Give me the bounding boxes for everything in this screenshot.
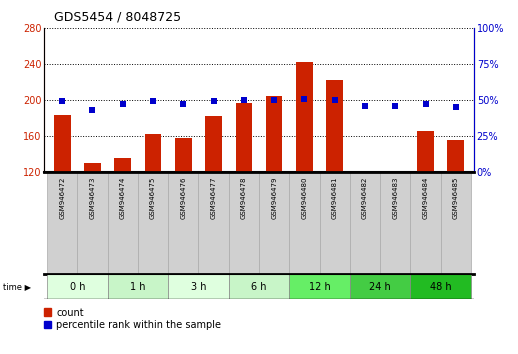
Text: GSM946475: GSM946475 <box>150 177 156 219</box>
FancyBboxPatch shape <box>441 172 471 274</box>
FancyBboxPatch shape <box>108 274 168 299</box>
Text: GSM946480: GSM946480 <box>301 177 307 219</box>
Text: GSM946481: GSM946481 <box>332 177 338 219</box>
FancyBboxPatch shape <box>229 172 259 274</box>
FancyBboxPatch shape <box>198 172 229 274</box>
Bar <box>54 115 70 172</box>
Text: GSM946478: GSM946478 <box>241 177 247 219</box>
FancyBboxPatch shape <box>380 172 410 274</box>
Text: 24 h: 24 h <box>369 282 391 292</box>
Bar <box>205 116 222 172</box>
Bar <box>357 172 373 173</box>
Bar <box>417 131 434 172</box>
FancyBboxPatch shape <box>289 274 350 299</box>
Text: GSM946485: GSM946485 <box>453 177 459 219</box>
FancyBboxPatch shape <box>47 172 77 274</box>
FancyBboxPatch shape <box>108 172 138 274</box>
Point <box>361 103 369 109</box>
Text: GSM946476: GSM946476 <box>180 177 186 219</box>
Text: GDS5454 / 8048725: GDS5454 / 8048725 <box>54 11 181 24</box>
FancyBboxPatch shape <box>229 274 289 299</box>
Bar <box>236 103 252 172</box>
Point <box>179 102 188 107</box>
FancyBboxPatch shape <box>77 172 108 274</box>
Point <box>391 103 399 109</box>
Text: GSM946479: GSM946479 <box>271 177 277 219</box>
Point <box>452 104 460 110</box>
Text: GSM946473: GSM946473 <box>90 177 95 219</box>
Point <box>209 99 218 104</box>
Point <box>270 97 278 103</box>
Text: 1 h: 1 h <box>130 282 146 292</box>
Text: 12 h: 12 h <box>309 282 330 292</box>
Bar <box>114 158 131 172</box>
Bar <box>387 172 404 173</box>
Bar <box>145 134 161 172</box>
FancyBboxPatch shape <box>168 274 229 299</box>
Bar <box>266 96 282 172</box>
FancyBboxPatch shape <box>410 274 471 299</box>
FancyBboxPatch shape <box>47 274 108 299</box>
FancyBboxPatch shape <box>410 172 441 274</box>
Point <box>58 99 66 104</box>
FancyBboxPatch shape <box>168 172 198 274</box>
Point <box>89 107 97 113</box>
Text: GSM946483: GSM946483 <box>392 177 398 219</box>
Text: 0 h: 0 h <box>69 282 85 292</box>
Bar <box>84 163 101 172</box>
Text: 3 h: 3 h <box>191 282 206 292</box>
Point <box>119 102 127 107</box>
Point <box>240 97 248 103</box>
Text: GSM946482: GSM946482 <box>362 177 368 219</box>
Bar <box>448 140 464 172</box>
Bar <box>175 138 192 172</box>
Point <box>300 96 309 101</box>
Text: 48 h: 48 h <box>430 282 452 292</box>
FancyBboxPatch shape <box>350 274 410 299</box>
Text: time ▶: time ▶ <box>3 282 31 291</box>
Point <box>149 99 157 104</box>
Text: 6 h: 6 h <box>251 282 267 292</box>
FancyBboxPatch shape <box>259 172 289 274</box>
FancyBboxPatch shape <box>350 172 380 274</box>
Point <box>330 97 339 103</box>
FancyBboxPatch shape <box>289 172 320 274</box>
Text: GSM946484: GSM946484 <box>423 177 428 219</box>
Legend: count, percentile rank within the sample: count, percentile rank within the sample <box>44 308 221 330</box>
Text: GSM946472: GSM946472 <box>59 177 65 219</box>
FancyBboxPatch shape <box>320 172 350 274</box>
Text: GSM946477: GSM946477 <box>211 177 217 219</box>
FancyBboxPatch shape <box>138 172 168 274</box>
Text: GSM946474: GSM946474 <box>120 177 126 219</box>
Point <box>421 102 429 107</box>
Bar <box>326 80 343 172</box>
Bar <box>296 62 313 172</box>
